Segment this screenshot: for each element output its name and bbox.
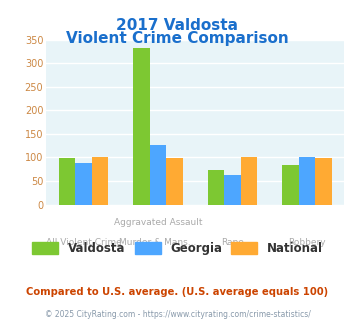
Bar — [92, 157, 108, 205]
Bar — [150, 145, 166, 205]
Text: Robbery: Robbery — [288, 238, 326, 247]
Bar — [133, 48, 150, 205]
Text: Murder & Mans...: Murder & Mans... — [119, 238, 197, 247]
Bar — [166, 158, 182, 205]
Bar — [59, 158, 75, 205]
Legend: Valdosta, Georgia, National: Valdosta, Georgia, National — [27, 237, 328, 260]
Text: Violent Crime Comparison: Violent Crime Comparison — [66, 31, 289, 46]
Bar — [299, 157, 315, 205]
Bar — [315, 158, 332, 205]
Text: Compared to U.S. average. (U.S. average equals 100): Compared to U.S. average. (U.S. average … — [26, 287, 329, 297]
Text: © 2025 CityRating.com - https://www.cityrating.com/crime-statistics/: © 2025 CityRating.com - https://www.city… — [45, 310, 310, 319]
Bar — [224, 175, 241, 205]
Text: Aggravated Assault: Aggravated Assault — [114, 218, 202, 227]
Text: All Violent Crime: All Violent Crime — [45, 238, 121, 247]
Text: 2017 Valdosta: 2017 Valdosta — [116, 18, 239, 33]
Bar — [241, 157, 257, 205]
Bar — [283, 165, 299, 205]
Text: Rape: Rape — [221, 238, 244, 247]
Bar — [75, 163, 92, 205]
Bar — [208, 170, 224, 205]
